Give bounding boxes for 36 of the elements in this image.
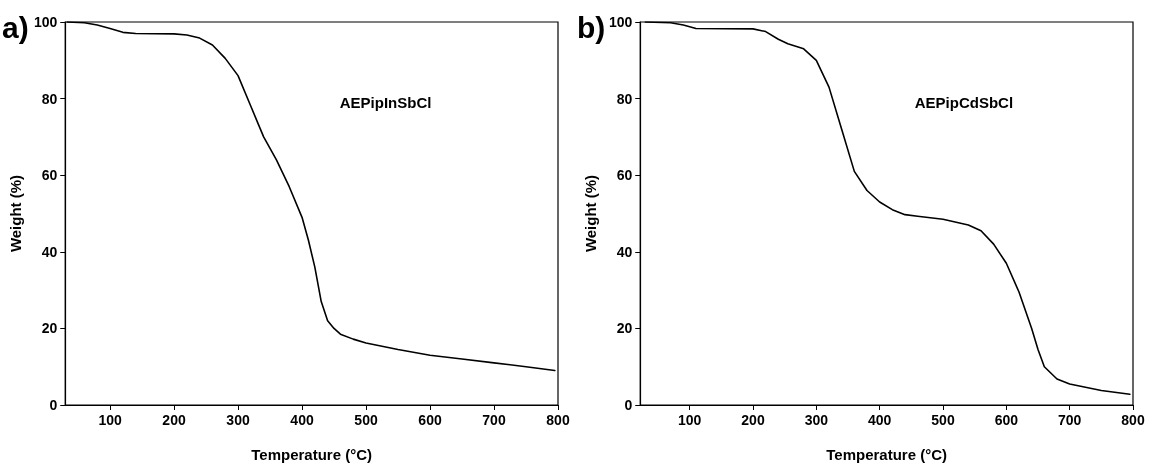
x-tick-label: 100 — [98, 412, 122, 428]
y-axis-title: Weight (%) — [7, 174, 24, 253]
x-tick-label: 200 — [741, 412, 765, 428]
y-tick-label: 20 — [616, 320, 633, 337]
x-tick-label: 800 — [546, 412, 570, 428]
text: b) — [577, 10, 606, 44]
y-tick-label: 100 — [608, 14, 633, 30]
x-axis-title: Temperature (°C) — [251, 446, 372, 463]
x-tick-label: 400 — [867, 412, 892, 428]
x-tick-label: 800 — [1121, 412, 1145, 428]
x-tick-label: 100 — [677, 412, 702, 428]
y-tick-label: 80 — [41, 90, 58, 107]
x-tick-label: 600 — [418, 412, 442, 428]
text: AEPipInSbCl — [339, 93, 432, 111]
x-tick-label: 600 — [994, 412, 1019, 428]
y-tick-label: 20 — [41, 320, 58, 337]
x-tick-label: 300 — [804, 412, 829, 428]
y-tick-label: 80 — [616, 90, 633, 107]
x-axis-title: Temperature (°C) — [826, 446, 947, 463]
y-tick-label: 100 — [33, 14, 58, 30]
y-tick-label: 0 — [49, 397, 58, 413]
x-tick-label: 700 — [1057, 412, 1082, 428]
x-tick-label: 400 — [290, 412, 314, 428]
y-tick-label: 60 — [41, 167, 58, 184]
x-tick-label: 500 — [931, 412, 955, 428]
y-tick-label: 0 — [624, 397, 633, 413]
y-axis-title: Weight (%) — [582, 174, 599, 253]
y-tick-label: 60 — [616, 167, 633, 184]
x-tick-label: 200 — [162, 412, 186, 428]
y-tick-label: 40 — [616, 243, 633, 260]
y-tick-label: 40 — [41, 243, 58, 260]
text: a) — [2, 10, 29, 44]
x-tick-label: 700 — [482, 412, 506, 428]
x-tick-label: 300 — [226, 412, 250, 428]
x-tick-label: 500 — [354, 412, 378, 428]
text: AEPipCdSbCl — [914, 93, 1014, 111]
